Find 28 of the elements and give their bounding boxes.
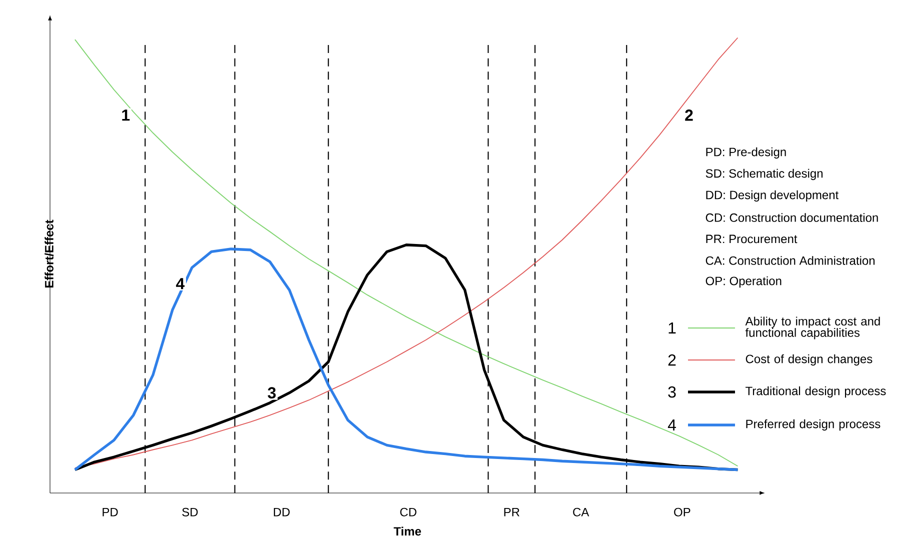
annotation: PR: Procurement bbox=[706, 234, 798, 244]
text: CD bbox=[400, 508, 416, 516]
annotation: SD: Schematic design bbox=[706, 168, 823, 180]
text: 2 bbox=[668, 354, 676, 366]
annotation: OP: Operation bbox=[706, 276, 782, 288]
text: SD bbox=[182, 508, 198, 516]
annotation: CA: Construction Administration bbox=[706, 256, 875, 265]
annotation: 2 bbox=[685, 110, 693, 121]
text: 1 bbox=[668, 322, 676, 334]
text: 3 bbox=[668, 386, 676, 398]
legend-label: Cost of design changes bbox=[746, 354, 872, 366]
annotation: 3 bbox=[268, 387, 276, 399]
text: DD bbox=[274, 508, 290, 516]
text: 4 bbox=[668, 419, 676, 430]
x-axis-title: Time bbox=[394, 526, 422, 536]
text: PD bbox=[102, 508, 118, 516]
text: PR bbox=[504, 508, 520, 516]
legend-label: Ability to impact cost and functional capabilities bbox=[745, 316, 880, 340]
annotation: CD: Construction documentation bbox=[706, 213, 878, 222]
y-axis-title: Effort/Effect bbox=[44, 220, 54, 288]
text: OP bbox=[674, 508, 690, 516]
legend-label: Traditional design process bbox=[746, 386, 886, 398]
annotation: PD: Pre-design bbox=[706, 147, 786, 159]
annotation: 1 bbox=[122, 110, 130, 121]
annotation: DD: Design development bbox=[706, 190, 839, 202]
legend-label: Preferred design process bbox=[746, 419, 880, 431]
text: CA bbox=[573, 508, 590, 516]
annotation: 4 bbox=[176, 278, 185, 290]
